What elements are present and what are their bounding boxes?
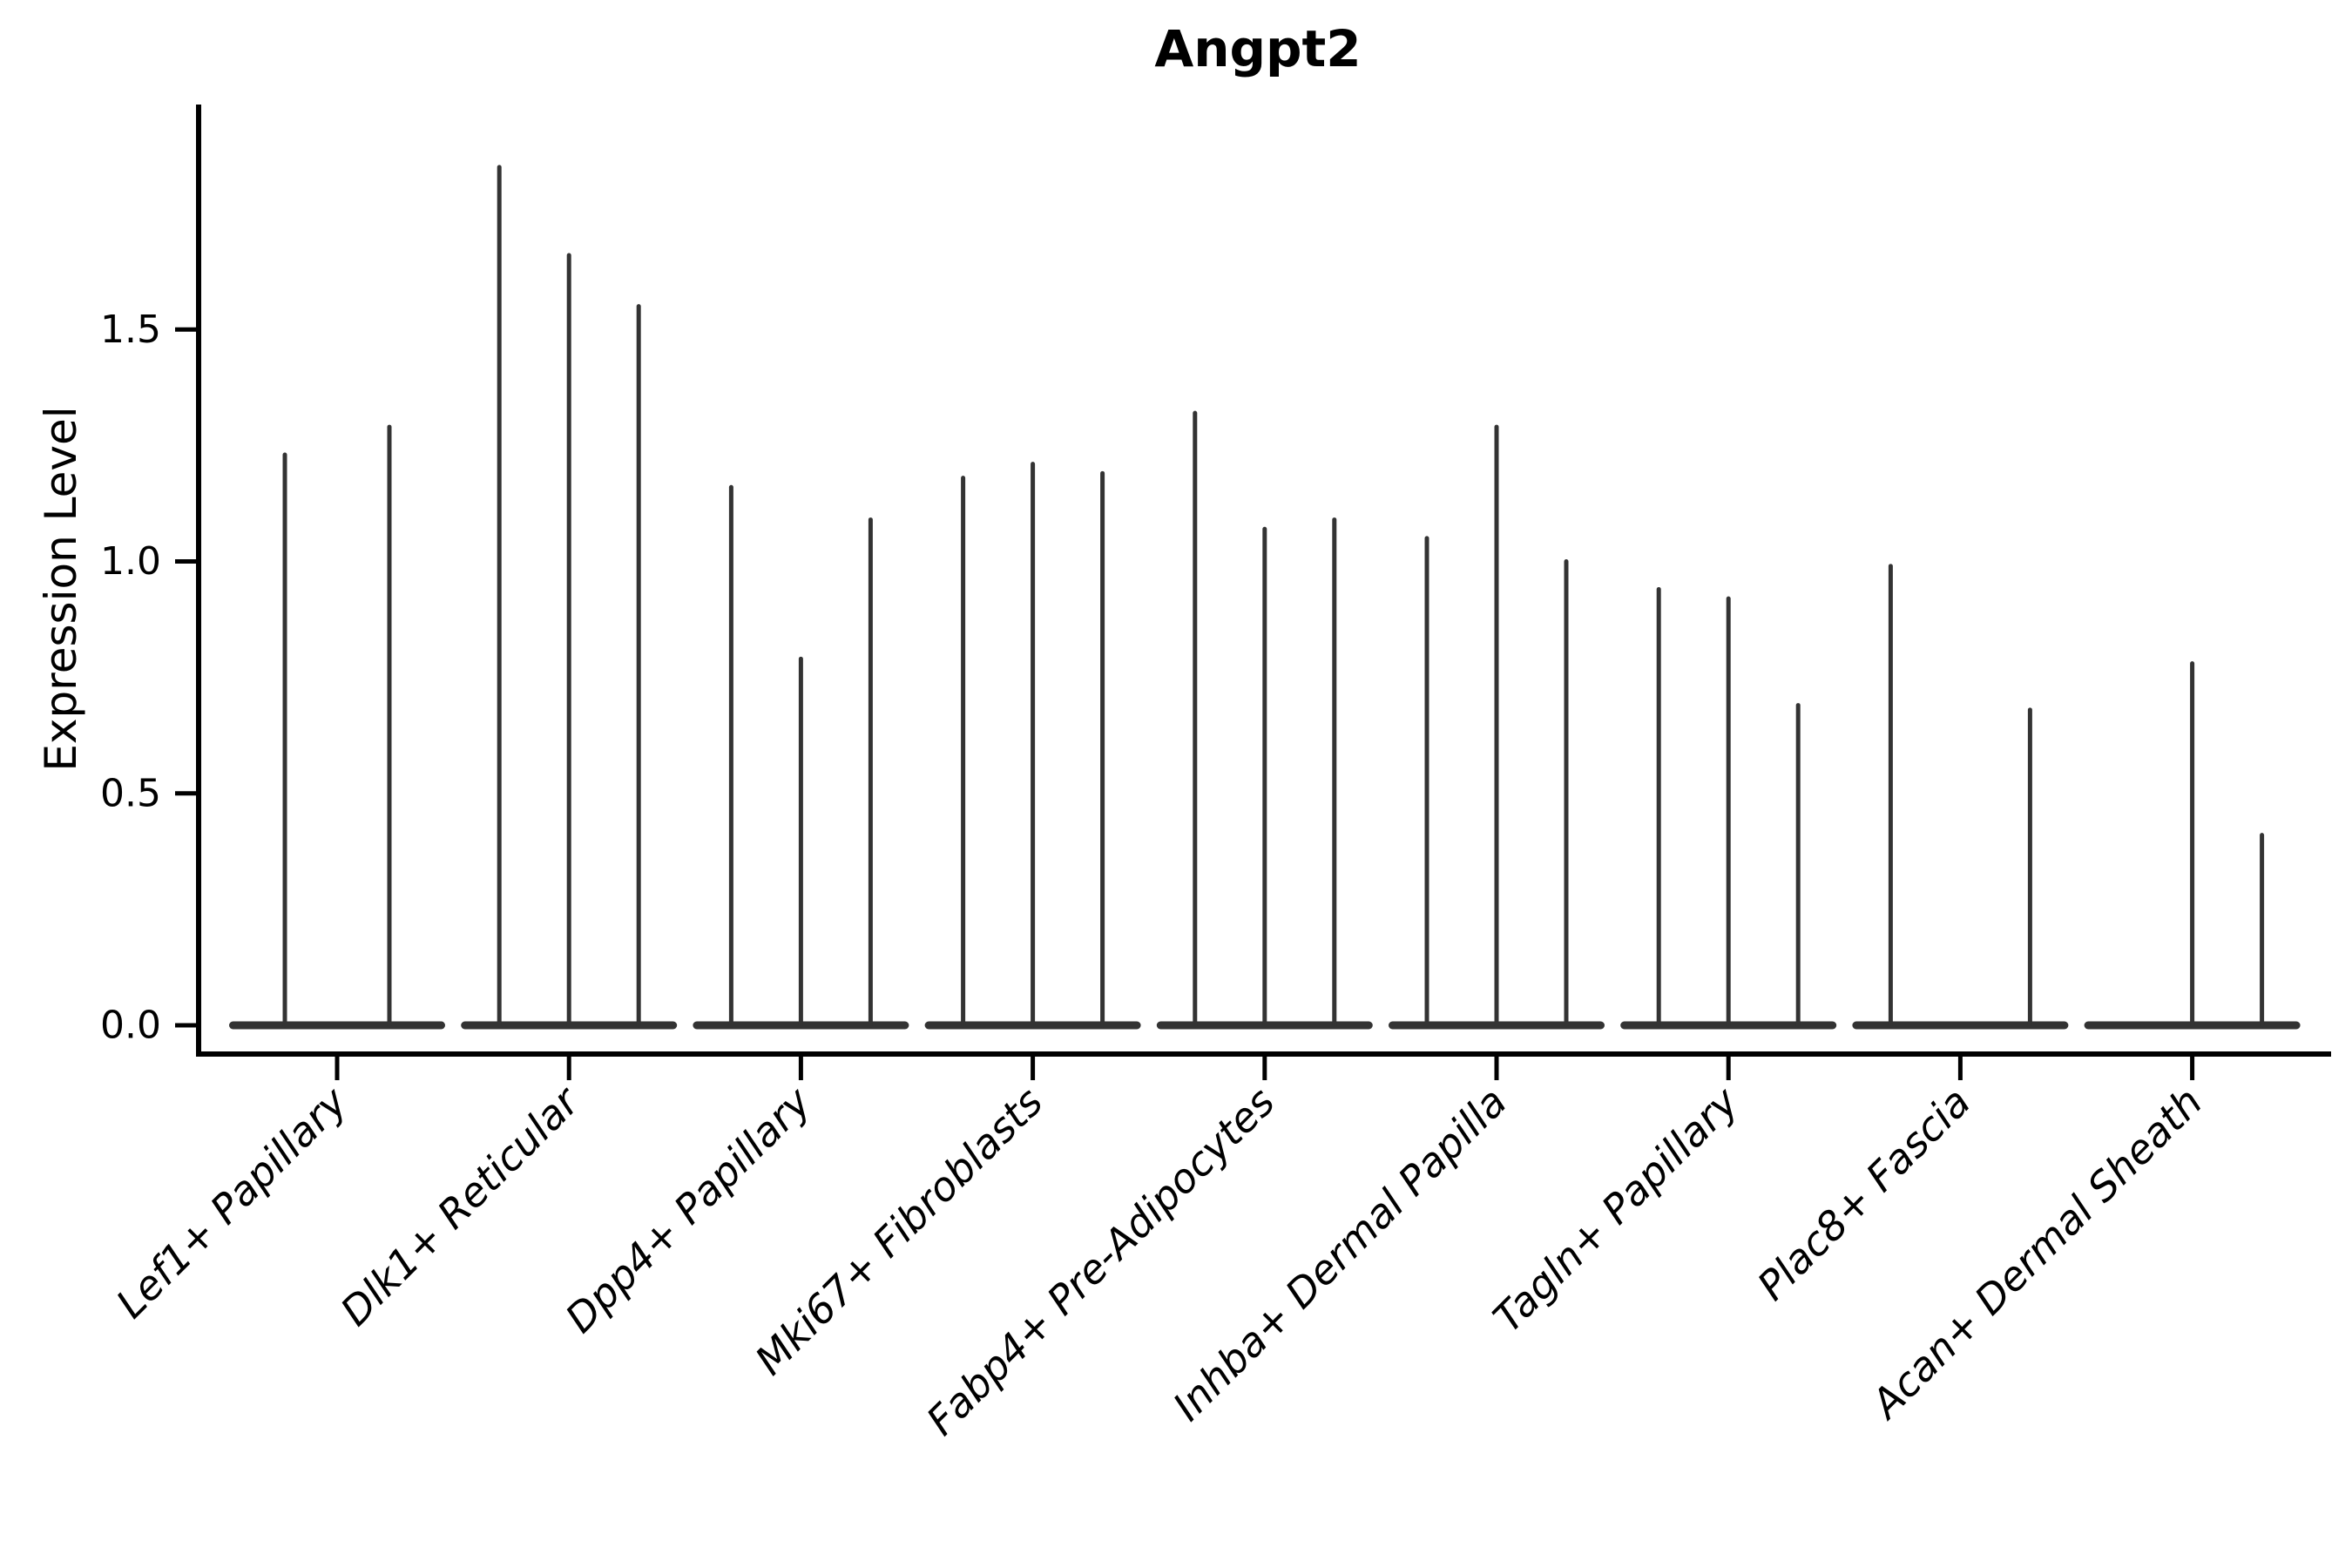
x-category-label: Lef1+ Papillary — [107, 1078, 356, 1327]
x-category-label: Dlk1+ Reticular — [331, 1076, 590, 1335]
violin-base — [1852, 1021, 2069, 1030]
chart-title: Angpt2 — [1154, 19, 1362, 78]
x-category-label: Dpp4+ Papillary — [557, 1078, 821, 1342]
y-tick-label: 1.0 — [100, 539, 161, 584]
x-category-label: Plac8+ Fascia — [1748, 1078, 1979, 1309]
y-tick-label: 1.5 — [100, 308, 161, 352]
y-tick-label: 0.0 — [100, 1004, 161, 1048]
violin-base — [229, 1021, 445, 1030]
y-tick-label: 0.5 — [100, 771, 161, 815]
x-category-label: Tagln+ Papillary — [1484, 1078, 1748, 1342]
